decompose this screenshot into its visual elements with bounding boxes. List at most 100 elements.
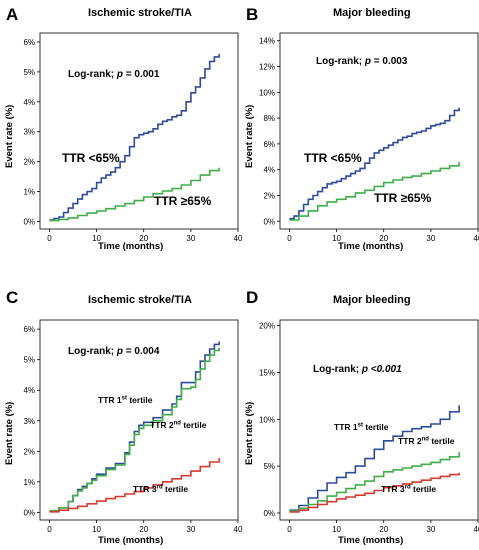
panel-c: C Ischemic stroke/TIA 0% 1% 2% 3% 4% 5% 6% 0 10… bbox=[4, 288, 243, 546]
panel-c-y-tick-label: 5% bbox=[23, 356, 35, 365]
panel-a-y-tick-label: 6% bbox=[23, 38, 35, 47]
panel-a-x-tick-label: 20 bbox=[139, 234, 148, 243]
panel-d-label-tertile-3: TTR 3rd tertile bbox=[381, 484, 436, 494]
panel-c-x-label: Time (months) bbox=[98, 535, 163, 546]
panel-a-x-ticks: 0 10 20 30 40 bbox=[47, 229, 243, 243]
panel-c-y-tick-label: 4% bbox=[23, 386, 35, 395]
panel-d-x-tick-label: 30 bbox=[426, 525, 435, 534]
panel-b-y-tick-label: 14% bbox=[259, 37, 275, 46]
panel-d-y-label: Event rate (%) bbox=[244, 402, 255, 465]
panel-a-y-tick-label: 5% bbox=[23, 68, 35, 77]
panel-a-y-tick-label: 1% bbox=[23, 188, 35, 197]
panel-d-x-tick-label: 20 bbox=[379, 525, 388, 534]
panel-d-y-ticks: 0% 5% 10% 15% 20% bbox=[259, 322, 280, 518]
panel-d-y-tick-label: 20% bbox=[259, 322, 275, 331]
panel-d-series-1-line bbox=[289, 405, 460, 511]
panel-b-x-tick-label: 0 bbox=[287, 234, 292, 243]
panel-c-frame bbox=[39, 319, 239, 521]
panel-d-y-tick-label: 0% bbox=[263, 509, 275, 518]
panel-b-y-tick-label: 12% bbox=[259, 63, 275, 72]
panel-c-lines bbox=[49, 341, 220, 513]
panel-a-series-2-line bbox=[49, 167, 220, 222]
panel-c-x-tick-label: 20 bbox=[139, 525, 148, 534]
panel-a-x-tick-label: 30 bbox=[186, 234, 195, 243]
panel-a-label-ttr-high: TTR ≥65% bbox=[154, 194, 212, 208]
panel-b-series-2-line bbox=[289, 161, 460, 221]
panel-a-y-ticks: 0% 1% 2% 3% 4% 5% 6% bbox=[23, 38, 40, 227]
panel-b-x-label: Time (months) bbox=[338, 241, 403, 252]
panel-b-y-tick-label: 4% bbox=[263, 166, 275, 175]
panel-a-label-ttr-low: TTR <65% bbox=[62, 151, 120, 165]
panel-b-label-ttr-high: TTR ≥65% bbox=[374, 191, 432, 205]
panel-d-x-tick-label: 40 bbox=[474, 525, 479, 534]
panel-a-y-tick-label: 0% bbox=[23, 218, 35, 227]
panel-c-y-tick-label: 0% bbox=[23, 508, 35, 517]
panel-b-y-tick-label: 8% bbox=[263, 114, 275, 123]
panel-d-frame bbox=[279, 319, 479, 521]
panel-c-label-tertile-3: TTR 3rd tertile bbox=[133, 484, 188, 494]
panel-b-y-tick-label: 6% bbox=[263, 140, 275, 149]
panel-a-lines bbox=[49, 53, 220, 222]
panel-b-x-tick-label: 10 bbox=[332, 234, 341, 243]
panel-d-title: Major bleeding bbox=[333, 294, 411, 306]
panel-b-x-ticks: 0 10 20 30 40 bbox=[287, 229, 479, 243]
panel-d-x-label: Time (months) bbox=[338, 535, 403, 546]
panel-a-logrank: Log-rank; p = 0.001 bbox=[68, 69, 160, 80]
panel-b-logrank: Log-rank; p = 0.003 bbox=[316, 56, 408, 67]
panel-d-series-3-line bbox=[289, 472, 460, 513]
panel-b-y-ticks: 0% 2% 4% 6% 8% 10% 12% 14% bbox=[259, 37, 280, 226]
panel-b-x-tick-label: 30 bbox=[426, 234, 435, 243]
panel-letter-c: C bbox=[6, 288, 18, 307]
panel-c-y-label: Event rate (%) bbox=[4, 402, 15, 465]
panel-d-x-ticks: 0 10 20 30 40 bbox=[287, 520, 479, 534]
panel-a-x-tick-label: 0 bbox=[47, 234, 52, 243]
panel-letter-d: D bbox=[246, 288, 258, 307]
panel-d-label-tertile-2: TTR 2nd tertile bbox=[398, 436, 455, 446]
panel-c-x-tick-label: 0 bbox=[47, 525, 52, 534]
panel-a-x-tick-label: 40 bbox=[234, 234, 243, 243]
panel-letter-a: A bbox=[6, 5, 18, 24]
panel-c-series-2-line bbox=[49, 347, 220, 512]
panel-a-x-tick-label: 10 bbox=[92, 234, 101, 243]
panel-c-x-tick-label: 30 bbox=[186, 525, 195, 534]
panel-c-y-tick-label: 6% bbox=[23, 325, 35, 334]
panel-d-y-tick-label: 15% bbox=[259, 368, 275, 377]
panel-b-series-1-line bbox=[289, 107, 460, 220]
panel-a-y-tick-label: 2% bbox=[23, 158, 35, 167]
panel-a-series-1-line bbox=[49, 53, 220, 221]
panel-b-title: Major bleeding bbox=[333, 7, 411, 19]
panel-d-logrank: Log-rank; p <0.001 bbox=[313, 364, 402, 375]
panel-b-frame bbox=[279, 32, 479, 230]
panel-a-y-label: Event rate (%) bbox=[4, 105, 15, 168]
panel-d-y-tick-label: 5% bbox=[263, 462, 275, 471]
panel-c-x-ticks: 0 10 20 30 40 bbox=[47, 520, 243, 534]
panel-b-y-tick-label: 0% bbox=[263, 217, 275, 226]
panel-c-label-tertile-2: TTR 2nd tertile bbox=[150, 420, 207, 430]
panel-d-x-tick-label: 10 bbox=[332, 525, 341, 534]
panel-d: D Major bleeding 0% 5% 10% 15% 20% 0 10 20 30 40… bbox=[244, 288, 479, 546]
panel-d-series-2-line bbox=[289, 452, 460, 512]
panel-c-y-tick-label: 3% bbox=[23, 417, 35, 426]
panel-letter-b: B bbox=[246, 5, 258, 24]
panel-a-x-label: Time (months) bbox=[98, 241, 163, 252]
panel-a-y-tick-label: 3% bbox=[23, 128, 35, 137]
panel-c-y-ticks: 0% 1% 2% 3% 4% 5% 6% bbox=[23, 325, 40, 517]
panel-a-frame bbox=[39, 32, 239, 230]
panel-a-title: Ischemic stroke/TIA bbox=[88, 7, 192, 19]
panel-b-y-tick-label: 10% bbox=[259, 88, 275, 97]
panel-a-y-tick-label: 4% bbox=[23, 98, 35, 107]
panel-d-y-tick-label: 10% bbox=[259, 415, 275, 424]
panel-c-x-tick-label: 40 bbox=[234, 525, 243, 534]
panel-b: B Major bleeding 0% 2% 4% 6% 8% 10% 12% 14% 0 10… bbox=[244, 5, 479, 252]
panel-c-series-3-line bbox=[49, 458, 220, 513]
panel-d-lines bbox=[289, 405, 460, 513]
panel-b-x-tick-label: 20 bbox=[379, 234, 388, 243]
panel-d-x-tick-label: 0 bbox=[287, 525, 292, 534]
panel-c-y-tick-label: 2% bbox=[23, 447, 35, 456]
panel-c-logrank: Log-rank; p = 0.004 bbox=[68, 346, 160, 357]
panel-d-label-tertile-1: TTR 1st tertile bbox=[334, 422, 389, 432]
panel-b-lines bbox=[289, 107, 460, 221]
panel-c-title: Ischemic stroke/TIA bbox=[88, 294, 192, 306]
panel-b-y-tick-label: 2% bbox=[263, 191, 275, 200]
